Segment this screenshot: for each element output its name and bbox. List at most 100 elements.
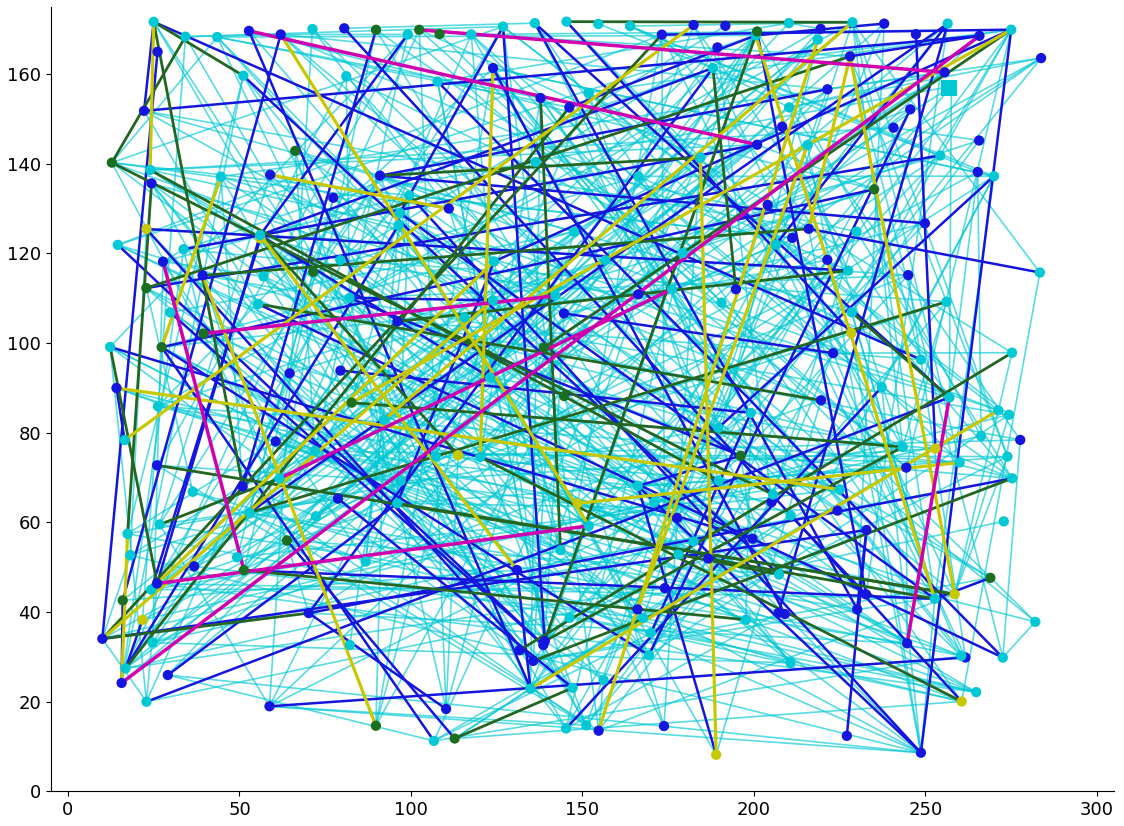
Point	[837, 729, 855, 743]
Point	[942, 80, 960, 93]
Point	[872, 381, 890, 394]
Point	[546, 289, 564, 302]
Point	[116, 434, 134, 447]
Point	[912, 353, 930, 366]
Point	[767, 238, 785, 251]
Point	[101, 340, 119, 354]
Point	[561, 101, 579, 114]
Point	[957, 651, 975, 664]
Point	[212, 170, 230, 183]
Point	[952, 649, 970, 662]
Point	[137, 282, 155, 295]
Point	[483, 293, 501, 306]
Point	[425, 734, 443, 748]
Point	[994, 651, 1012, 664]
Point	[707, 748, 725, 762]
Point	[842, 326, 860, 339]
Point	[526, 17, 544, 30]
Point	[183, 485, 201, 498]
Point	[843, 306, 861, 319]
Point	[742, 406, 760, 420]
Point	[108, 382, 126, 395]
Point	[329, 492, 347, 506]
Point	[148, 458, 166, 472]
Point	[691, 151, 709, 164]
Point	[818, 83, 836, 96]
Point	[762, 496, 780, 509]
Point	[668, 511, 686, 525]
Point	[118, 527, 136, 540]
Point	[103, 156, 121, 169]
Point	[462, 28, 480, 41]
Point	[536, 634, 554, 648]
Point	[628, 603, 646, 616]
Point	[595, 673, 613, 686]
Point	[563, 681, 581, 695]
Point	[252, 232, 270, 245]
Point	[737, 613, 755, 626]
Point	[121, 548, 139, 562]
Point	[1026, 615, 1044, 629]
Point	[770, 568, 788, 582]
Point	[371, 169, 389, 183]
Point	[455, 311, 473, 324]
Point	[430, 27, 448, 40]
Point	[818, 254, 836, 267]
Point	[953, 695, 971, 708]
Point	[907, 27, 925, 40]
Point	[916, 216, 934, 230]
Point	[495, 20, 513, 33]
Point	[894, 440, 912, 453]
Point	[653, 28, 671, 41]
Point	[645, 496, 663, 509]
Point	[824, 347, 842, 360]
Point	[580, 520, 598, 533]
Point	[144, 636, 162, 649]
Point	[847, 225, 865, 238]
Point	[759, 198, 777, 211]
Point	[764, 488, 782, 501]
Point	[713, 296, 731, 309]
Point	[250, 297, 268, 311]
Point	[858, 588, 876, 601]
Point	[145, 15, 163, 28]
Point	[400, 189, 418, 202]
Point	[142, 164, 160, 177]
Point	[337, 69, 355, 83]
Point	[194, 327, 212, 340]
Point	[300, 606, 318, 620]
Point	[303, 22, 321, 36]
Point	[565, 225, 583, 238]
Point	[622, 20, 640, 33]
Point	[158, 668, 176, 681]
Point	[174, 243, 192, 256]
Point	[266, 434, 284, 448]
Point	[439, 202, 457, 215]
Point	[967, 686, 985, 699]
Point	[995, 515, 1013, 528]
Point	[885, 121, 903, 135]
Point	[935, 66, 953, 79]
Point	[306, 444, 324, 458]
Point	[261, 169, 279, 182]
Point	[596, 254, 614, 267]
Point	[534, 638, 552, 652]
Point	[876, 17, 894, 31]
Point	[228, 551, 246, 564]
Point	[781, 509, 799, 522]
Point	[770, 606, 788, 620]
Point	[522, 682, 540, 695]
Point	[1031, 266, 1049, 279]
Point	[1003, 23, 1021, 36]
Point	[149, 400, 167, 413]
Point	[325, 191, 343, 204]
Point	[901, 102, 919, 116]
Point	[716, 19, 734, 32]
Point	[841, 50, 859, 63]
Point	[970, 134, 988, 147]
Point	[117, 662, 135, 675]
Point	[781, 656, 799, 669]
Point	[673, 246, 691, 259]
Point	[985, 169, 1003, 183]
Point	[708, 40, 726, 54]
